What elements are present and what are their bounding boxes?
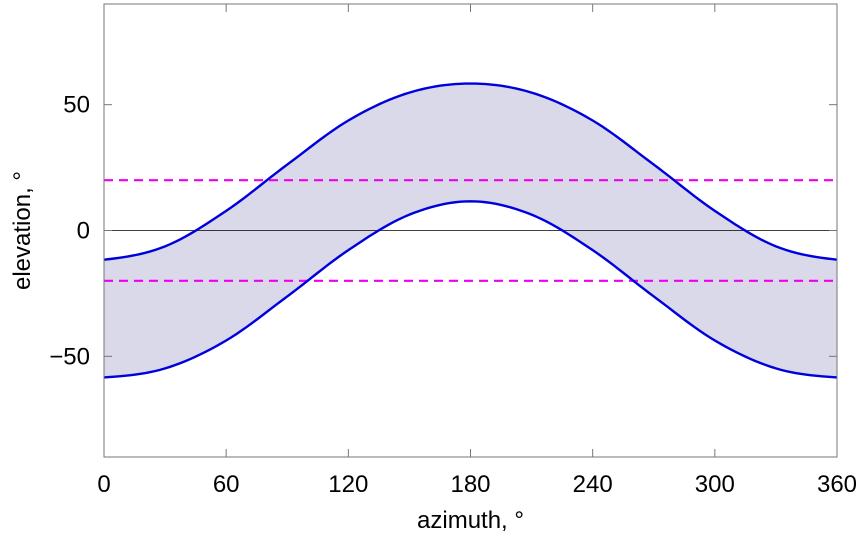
y-tick-label: 50 [63,92,90,119]
upper-boundary-line [103,82,838,261]
x-tick-label: 180 [450,471,490,498]
y-axis-label: elevation, ° [9,171,36,290]
x-tick-label: 60 [213,471,240,498]
x-tick-label: 300 [695,471,735,498]
x-tick-label: 240 [573,471,613,498]
x-tick-label: 0 [97,471,110,498]
lower-boundary-line [103,200,838,379]
plot-area [103,82,838,379]
x-tick-label: 360 [817,471,857,498]
x-axis-label: azimuth, ° [417,507,524,534]
y-tick-label: −50 [49,343,90,370]
y-tick-label: 0 [77,218,90,245]
axes: 0 60 120 180 240 300 360 −50 0 50 [49,3,857,498]
x-tick-label: 120 [328,471,368,498]
